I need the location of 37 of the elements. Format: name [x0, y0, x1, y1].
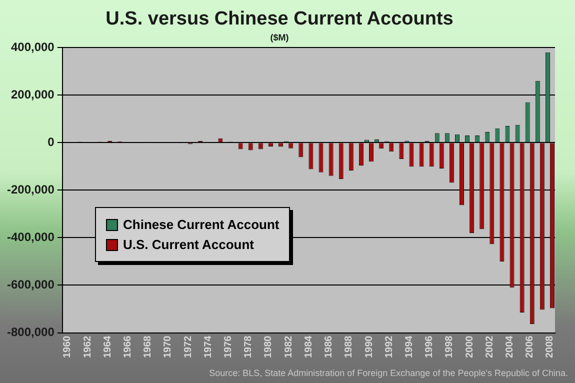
x-tick-label: 1970 [162, 335, 174, 358]
x-tick-label: 2008 [544, 335, 556, 358]
y-tick-label: -400,000 [7, 230, 55, 244]
chart-subtitle: ($M) [270, 32, 289, 43]
x-tick-label: 2006 [524, 335, 536, 358]
x-tick-label: 1996 [424, 335, 436, 358]
x-tick-label: 1988 [344, 335, 355, 358]
x-tick-label: 1998 [444, 335, 456, 358]
y-tick-label: 200,000 [10, 87, 55, 102]
x-tick-label: 1992 [384, 335, 395, 358]
x-tick-label: 1990 [364, 335, 375, 358]
y-tick-label: -200,000 [7, 182, 55, 196]
x-tick-label: 1980 [263, 335, 274, 358]
chart-title: U.S. versus Chinese Current Accounts [106, 8, 454, 30]
x-tick-label: 1960 [62, 335, 74, 358]
x-tick-label: 1974 [202, 335, 214, 358]
x-tick-label: 1982 [283, 335, 294, 358]
x-tick-label: 1972 [182, 335, 194, 358]
source-note: Source: BLS, State Administration of Foreign Exchange of the People's Republic of China. [209, 368, 568, 378]
x-tick-label: 1994 [404, 335, 415, 358]
x-tick-label: 1962 [82, 335, 94, 358]
y-tick-label: 400,000 [10, 40, 55, 54]
y-tick-label: -800,000 [7, 325, 55, 340]
x-tick-label: 1964 [102, 335, 114, 358]
x-tick-label: 2000 [464, 335, 476, 358]
x-tick-label: 2004 [504, 335, 516, 358]
y-tick-label: 0 [48, 134, 55, 149]
y-tick-label: -600,000 [7, 278, 55, 292]
x-tick-label: 1984 [303, 335, 314, 358]
x-tick-label: 2002 [484, 335, 496, 358]
legend-label: U.S. Current Account [123, 237, 254, 252]
x-tick-label: 1966 [122, 335, 134, 358]
x-tick-label: 1986 [324, 335, 335, 358]
x-tick-label: 1978 [243, 335, 254, 358]
legend-label: Chinese Current Account [123, 217, 280, 232]
x-tick-label: 1968 [142, 335, 154, 358]
x-tick-label: 1976 [223, 335, 234, 358]
